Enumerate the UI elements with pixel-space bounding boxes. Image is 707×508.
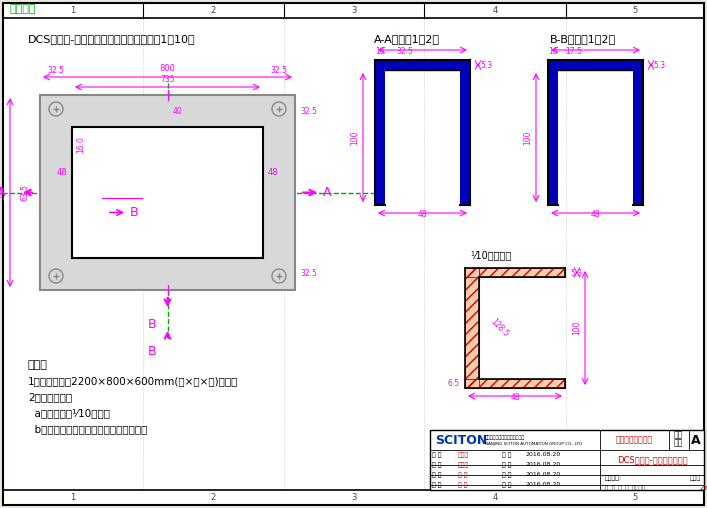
Text: 2016.08.20: 2016.08.20 (525, 483, 560, 488)
Text: 48: 48 (57, 168, 67, 177)
Bar (465, 379, 565, 388)
Bar (430, 430, 704, 490)
Text: 日 期: 日 期 (502, 472, 511, 478)
Bar (375, 60, 385, 205)
Text: 1: 1 (71, 493, 76, 502)
Text: 5: 5 (632, 6, 638, 15)
Text: 2016.08.20: 2016.08.20 (525, 462, 560, 467)
Text: 32.5: 32.5 (300, 107, 317, 115)
Text: 32.5: 32.5 (397, 47, 414, 56)
Text: 100: 100 (572, 321, 581, 335)
Text: 版本: 版本 (674, 438, 683, 448)
Text: DCS标准柜-底座槽锂加工图: DCS标准柜-底座槽锂加工图 (617, 456, 687, 464)
Text: 第  页  共  页  文件名：: 第 页 共 页 文件名： (605, 485, 645, 491)
Text: 100: 100 (523, 130, 532, 145)
Text: 设 计: 设 计 (432, 472, 441, 478)
Bar (465, 268, 479, 388)
Text: 2016.08.20: 2016.08.20 (525, 453, 560, 458)
Text: 单个机柜: 单个机柜 (10, 4, 37, 14)
Bar (465, 268, 565, 277)
Text: 17.5: 17.5 (566, 47, 583, 56)
Bar (465, 268, 565, 277)
Text: 刘智宝: 刘智宝 (458, 452, 469, 458)
Text: B: B (148, 345, 157, 358)
Bar (548, 60, 643, 70)
Text: 校 对: 校 对 (432, 462, 441, 468)
Text: 2016.08.20: 2016.08.20 (525, 472, 560, 478)
Bar (548, 60, 558, 205)
Text: 1: 1 (71, 6, 76, 15)
Text: 日 期: 日 期 (502, 462, 511, 468)
Text: 日 期: 日 期 (502, 452, 511, 458)
Text: NANJING SCITON AUTOMATION GROUP CO., LTD.: NANJING SCITON AUTOMATION GROUP CO., LTD… (485, 442, 583, 446)
Text: 说明：: 说明： (28, 360, 48, 370)
Text: 100: 100 (350, 130, 359, 145)
Text: 2: 2 (211, 493, 216, 502)
Text: 48: 48 (418, 210, 427, 219)
Text: 1、本图适用与2200×800×600mm(高×宽×深)机柜。: 1、本图适用与2200×800×600mm(高×宽×深)机柜。 (28, 376, 238, 386)
Text: SCITON: SCITON (435, 433, 487, 447)
Text: 图纸编号:: 图纸编号: (605, 475, 622, 481)
Text: 2: 2 (211, 6, 216, 15)
Text: 刘 候: 刘 候 (458, 472, 467, 478)
Text: 日 期: 日 期 (502, 482, 511, 488)
Text: 6.5: 6.5 (448, 378, 460, 388)
Text: 32.5: 32.5 (300, 270, 317, 278)
Bar (633, 60, 643, 205)
Text: B-B剔面（1：2）: B-B剔面（1：2） (550, 34, 616, 44)
Text: 48: 48 (510, 393, 520, 402)
Text: 5.3: 5.3 (570, 269, 582, 277)
Text: 5.3: 5.3 (480, 60, 492, 70)
Text: 128.5: 128.5 (489, 317, 510, 339)
Text: 735: 735 (160, 75, 175, 84)
Bar (72, 127, 263, 258)
Text: 530: 530 (0, 184, 6, 201)
Bar (465, 379, 565, 388)
Bar (465, 268, 479, 388)
Text: 2、底座材料：: 2、底座材料： (28, 392, 72, 402)
Text: A-A剔面（1：2）: A-A剔面（1：2） (374, 34, 440, 44)
Text: B: B (130, 206, 139, 219)
Text: 工程: 工程 (674, 430, 683, 439)
Bar (40, 95, 295, 290)
Text: 图纸：: 图纸： (690, 475, 701, 481)
Text: 4: 4 (492, 493, 498, 502)
Text: B: B (148, 318, 157, 331)
Text: 3: 3 (351, 493, 357, 502)
Text: A: A (323, 186, 332, 199)
Text: ⅟10槽锂标准: ⅟10槽锂标准 (470, 250, 511, 260)
Text: 3: 3 (351, 6, 357, 15)
Text: 制 图: 制 图 (432, 482, 441, 488)
Text: DCS标准柜-底座槽锂加工图（图纸比例：1：10）: DCS标准柜-底座槽锂加工图（图纸比例：1：10） (28, 34, 196, 44)
Text: 南京兴自动化信息服务有限公司: 南京兴自动化信息服务有限公司 (485, 434, 525, 439)
Text: 16.0: 16.0 (76, 137, 85, 153)
Text: 易技设计标准图库: 易技设计标准图库 (616, 435, 653, 444)
Text: 800: 800 (160, 64, 175, 73)
Text: 32.5: 32.5 (271, 66, 288, 75)
Text: 拟 木: 拟 木 (432, 452, 441, 458)
Text: 63.5: 63.5 (21, 184, 30, 201)
Text: 32.5: 32.5 (47, 66, 64, 75)
Text: 48: 48 (590, 210, 600, 219)
Bar (375, 60, 470, 70)
Text: a、槽锬选用⅟10槽锂。: a、槽锬选用⅟10槽锂。 (28, 408, 110, 418)
Text: 刘 候: 刘 候 (458, 482, 467, 488)
Text: 4: 4 (492, 6, 498, 15)
Text: 刘智宝: 刘智宝 (458, 462, 469, 468)
Text: b、底座油漆：底漆红丹漆，面漆黑色。: b、底座油漆：底漆红丹漆，面漆黑色。 (28, 424, 147, 434)
Text: 48: 48 (268, 168, 279, 177)
Text: 16: 16 (375, 47, 385, 56)
Text: 40: 40 (173, 107, 182, 115)
Bar (460, 60, 470, 205)
Text: 5: 5 (632, 493, 638, 502)
Text: A: A (0, 186, 5, 199)
Text: 5.3: 5.3 (653, 60, 665, 70)
Text: ZY-BZN-01: ZY-BZN-01 (700, 485, 707, 491)
Text: A: A (691, 433, 701, 447)
Text: 16: 16 (548, 47, 558, 56)
